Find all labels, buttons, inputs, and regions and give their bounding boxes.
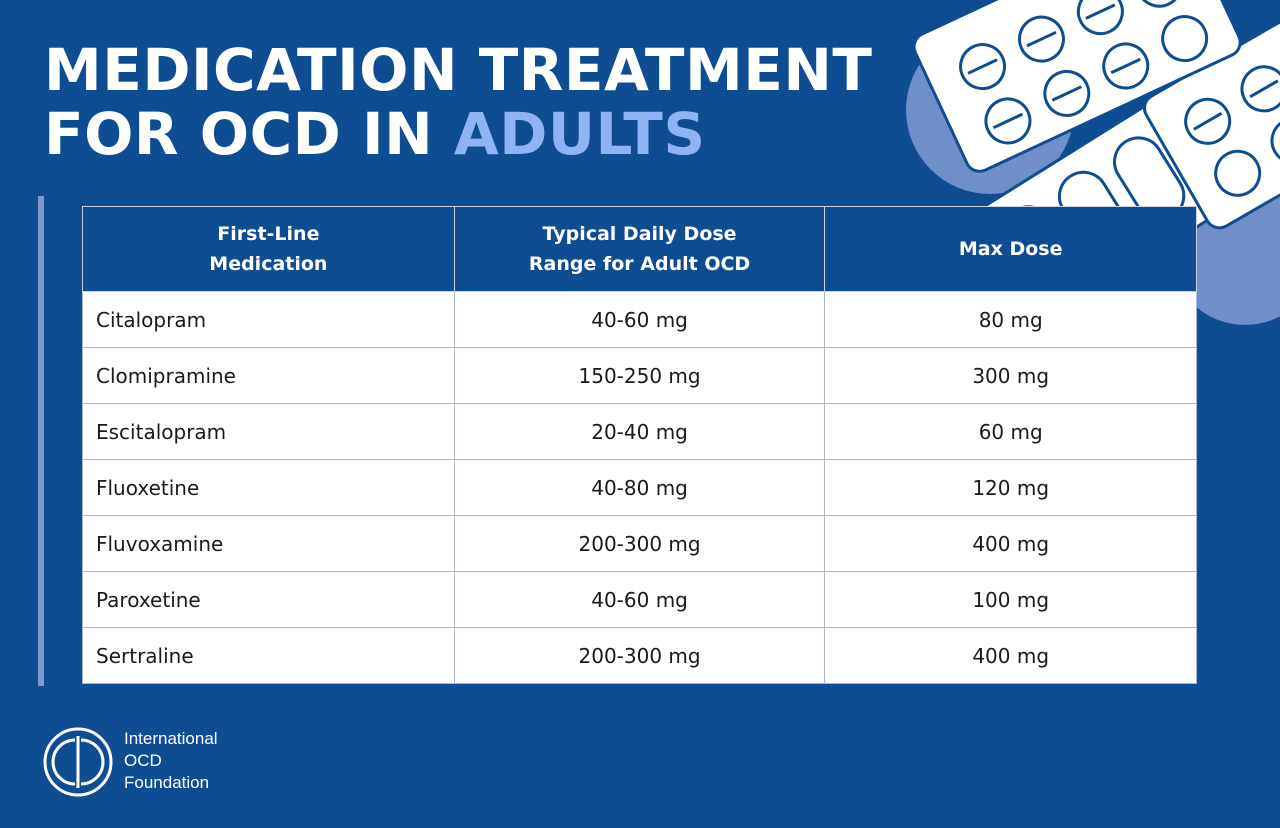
max-dose: 400 mg xyxy=(824,515,1197,572)
title-line-2: FOR OCD IN xyxy=(44,100,434,168)
dose-range: 40-60 mg xyxy=(453,291,826,348)
dose-range: 40-60 mg xyxy=(453,571,826,628)
table-row: Sertraline 200-300 mg 400 mg xyxy=(82,627,1197,684)
table-row: Fluvoxamine 200-300 mg 400 mg xyxy=(82,515,1197,572)
medication-name: Sertraline xyxy=(82,627,455,684)
header-medication-line-2: Medication xyxy=(209,253,328,275)
table-row: Citalopram 40-60 mg 80 mg xyxy=(82,291,1197,348)
medication-name: Escitalopram xyxy=(82,403,455,460)
header-dose-range-line-1: Typical Daily Dose xyxy=(542,223,737,245)
header-medication-line-1: First-Line xyxy=(217,223,320,245)
max-dose: 80 mg xyxy=(824,291,1197,348)
medication-name: Clomipramine xyxy=(82,347,455,404)
vertical-accent-bar xyxy=(38,196,44,686)
header-dose-range: Typical Daily Dose Range for Adult OCD xyxy=(453,206,826,292)
page-title: MEDICATION TREATMENT FOR OCD IN ADULTS xyxy=(44,38,872,166)
table-row: Clomipramine 150-250 mg 300 mg xyxy=(82,347,1197,404)
header-max-dose-label: Max Dose xyxy=(958,238,1063,260)
foundation-name-line-1: International xyxy=(124,729,218,748)
title-line-1: MEDICATION TREATMENT xyxy=(44,36,873,104)
dose-range: 200-300 mg xyxy=(453,627,826,684)
medication-name: Paroxetine xyxy=(82,571,455,628)
header-medication: First-Line Medication xyxy=(82,206,455,292)
foundation-name: International OCD Foundation xyxy=(124,728,218,794)
header-dose-range-line-2: Range for Adult OCD xyxy=(528,253,751,275)
table-header-row: First-Line Medication Typical Daily Dose… xyxy=(82,206,1197,292)
medication-table: First-Line Medication Typical Daily Dose… xyxy=(82,206,1197,684)
dose-range: 150-250 mg xyxy=(453,347,826,404)
foundation-name-line-3: Foundation xyxy=(124,773,210,792)
dose-range: 200-300 mg xyxy=(453,515,826,572)
table-row: Paroxetine 40-60 mg 100 mg xyxy=(82,571,1197,628)
iocdf-logo-icon xyxy=(43,727,113,797)
header-max-dose: Max Dose xyxy=(824,206,1197,292)
dose-range: 40-80 mg xyxy=(453,459,826,516)
medication-name: Fluvoxamine xyxy=(82,515,455,572)
dose-range: 20-40 mg xyxy=(453,403,826,460)
table-row: Escitalopram 20-40 mg 60 mg xyxy=(82,403,1197,460)
max-dose: 60 mg xyxy=(824,403,1197,460)
max-dose: 100 mg xyxy=(824,571,1197,628)
max-dose: 300 mg xyxy=(824,347,1197,404)
title-accent: ADULTS xyxy=(453,100,706,168)
table-row: Fluoxetine 40-80 mg 120 mg xyxy=(82,459,1197,516)
max-dose: 120 mg xyxy=(824,459,1197,516)
foundation-name-line-2: OCD xyxy=(124,751,162,770)
max-dose: 400 mg xyxy=(824,627,1197,684)
medication-name: Citalopram xyxy=(82,291,455,348)
medication-name: Fluoxetine xyxy=(82,459,455,516)
